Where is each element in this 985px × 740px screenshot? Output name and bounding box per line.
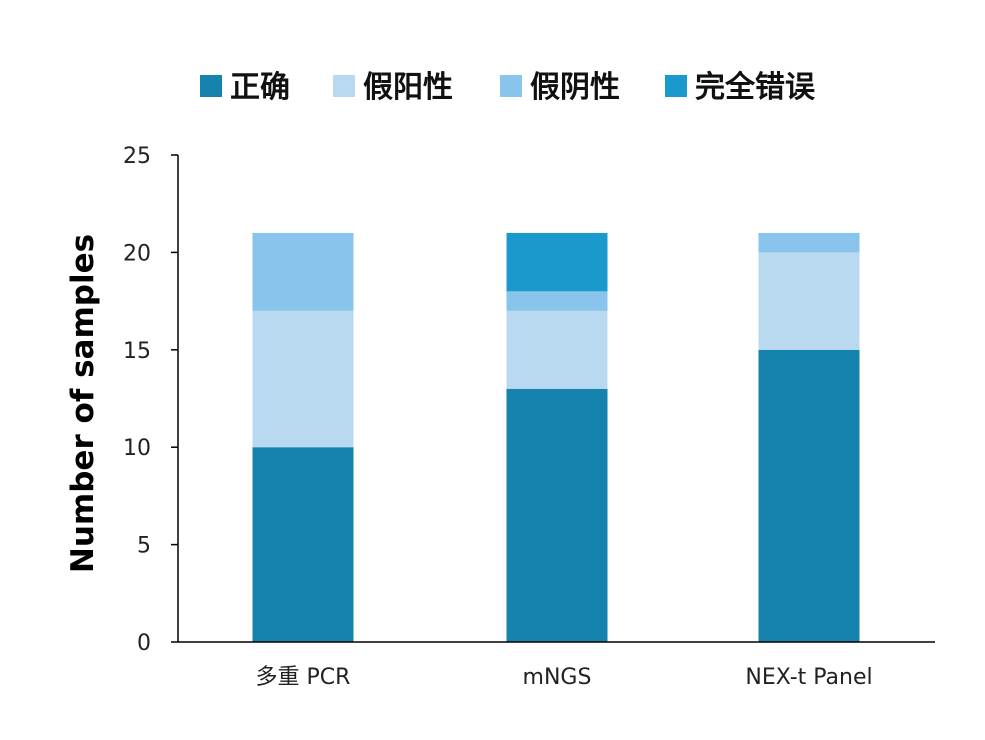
y-tick-label-2: 10 (123, 436, 151, 461)
bar-segment-1-2 (506, 291, 608, 311)
legend-swatch-2 (500, 75, 522, 97)
bar-segment-2-2 (758, 232, 860, 253)
legend-label-1: 假阳性 (363, 70, 453, 105)
x-tick-label-1: mNGS (523, 665, 592, 690)
y-axis-title: Number of samples (65, 234, 101, 573)
bar-segment-2-0 (758, 349, 860, 642)
bar-segment-1-0 (506, 388, 608, 642)
legend-swatch-0 (200, 75, 222, 97)
legend-swatch-1 (333, 75, 355, 97)
y-tick-label-1: 5 (137, 534, 151, 559)
legend-label-0: 正确 (230, 70, 290, 105)
x-tick-label-2: NEX-t Panel (745, 665, 872, 690)
bar-segment-1-1 (506, 310, 608, 389)
y-tick-label-4: 20 (123, 241, 151, 266)
legend-label-2: 假阴性 (530, 70, 620, 105)
legend-swatch-3 (665, 75, 687, 97)
legend: 正确 假阳性 假阴性 完全错误 (200, 70, 816, 105)
bar-segment-0-2 (252, 232, 354, 311)
legend-label-3: 完全错误 (695, 70, 816, 105)
y-tick-label-0: 0 (137, 631, 151, 656)
bar-segment-0-0 (252, 447, 354, 642)
axes: 多重 PCR mNGS NEX-t Panel 0 5 10 15 20 25 (123, 144, 935, 690)
bar-segment-1-3 (506, 232, 608, 292)
y-tick-label-3: 15 (123, 339, 151, 364)
bar-segment-2-1 (758, 252, 860, 350)
x-tick-label-0: 多重 PCR (256, 665, 351, 690)
bar-segment-0-1 (252, 310, 354, 448)
bars (252, 232, 860, 642)
y-tick-label-5: 25 (123, 144, 151, 169)
